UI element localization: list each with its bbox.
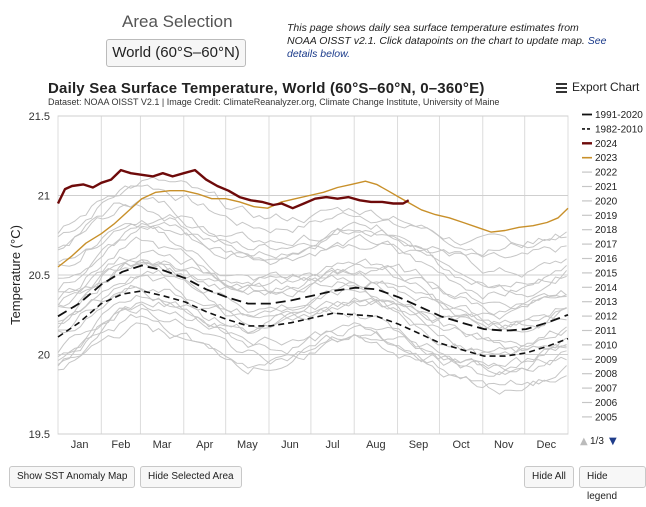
past-year-line <box>57 214 567 289</box>
series-1991-2020-line <box>57 264 569 332</box>
legend-item-2015: 2015 <box>595 268 618 279</box>
legend-item-2007: 2007 <box>595 384 618 395</box>
past-year-line <box>57 225 567 309</box>
x-tick-label: Feb <box>111 439 130 451</box>
area-select-dropdown[interactable]: World (60°S–60°N) <box>106 39 246 67</box>
legend-item-2021: 2021 <box>595 182 618 193</box>
past-year-line <box>57 294 567 370</box>
legend-item-2018: 2018 <box>595 225 618 236</box>
legend-item-2010: 2010 <box>595 340 618 351</box>
chart-title: Daily Sea Surface Temperature, World (60… <box>48 80 485 97</box>
series-2024-line <box>56 168 410 210</box>
x-tick-label: Aug <box>366 439 386 451</box>
x-tick-label: Oct <box>453 439 470 451</box>
x-tick-label: Mar <box>153 439 172 451</box>
x-tick-label: Jun <box>281 439 299 451</box>
x-tick-label: Dec <box>537 439 557 451</box>
y-tick-label: 20.5 <box>29 270 50 282</box>
past-year-line <box>57 176 567 257</box>
x-tick-label: Sep <box>409 439 429 451</box>
export-chart-label: Export Chart <box>572 80 640 94</box>
y-tick-label: 21.5 <box>29 111 50 123</box>
y-tick-label: 21 <box>38 191 50 203</box>
legend-item-2012: 2012 <box>595 312 618 323</box>
legend-item-2022: 2022 <box>595 168 618 179</box>
past-year-line <box>57 322 567 395</box>
x-tick-label: Nov <box>494 439 514 451</box>
y-axis-label: Temperature (°C) <box>8 225 23 325</box>
legend-item-2023: 2023 <box>595 153 618 164</box>
past-year-line <box>57 313 567 389</box>
export-chart-button[interactable]: Export Chart <box>556 80 639 95</box>
sst-line-chart[interactable]: 19.5 20 20.5 21 21.5 Jan Feb Mar Apr May Jun Jul Aug… <box>0 0 646 460</box>
past-year-line <box>57 222 567 300</box>
intro-description: This page shows daily sea surface temper… <box>287 22 585 47</box>
chart-subtitle: Dataset: NOAA OISST V2.1 | Image Credit:… <box>48 97 500 107</box>
past-year-line <box>57 259 567 326</box>
past-year-line <box>58 236 567 316</box>
x-tick-label: Apr <box>196 439 213 451</box>
legend-prev-icon: ▲ <box>580 436 588 447</box>
past-year-line <box>57 221 567 298</box>
past-year-line <box>57 286 567 356</box>
legend-item-2014: 2014 <box>595 283 618 294</box>
legend-item-2017: 2017 <box>595 240 618 251</box>
x-tick-label: May <box>237 439 258 451</box>
x-tick-label: Jul <box>326 439 340 451</box>
past-year-line <box>57 269 567 348</box>
legend-item-2016: 2016 <box>595 254 618 265</box>
hide-selected-area-button[interactable]: Hide Selected Area <box>140 466 242 488</box>
past-year-line <box>57 282 567 356</box>
legend-item-2006: 2006 <box>595 398 618 409</box>
legend-item-2008: 2008 <box>595 369 618 380</box>
past-year-line <box>57 184 567 249</box>
area-selection-title: Area Selection <box>122 12 233 31</box>
series-2023-line <box>57 180 569 268</box>
legend-item-2020: 2020 <box>595 196 618 207</box>
hide-all-button[interactable]: Hide All <box>524 466 574 488</box>
legend-item-2011: 2011 <box>595 326 617 337</box>
legend-item-2005: 2005 <box>595 412 618 423</box>
intro-text: This page shows daily sea surface temper… <box>287 22 607 61</box>
legend-item-2013: 2013 <box>595 297 618 308</box>
menu-icon <box>556 81 567 95</box>
legend-next-icon: ▼ <box>609 436 617 447</box>
past-year-line <box>58 261 567 333</box>
y-tick-label: 19.5 <box>29 429 50 441</box>
past-year-line <box>57 301 567 371</box>
hide-legend-button[interactable]: Hide legend <box>579 466 646 502</box>
see-details-link[interactable]: See details below. <box>287 35 607 60</box>
past-year-line <box>57 256 567 330</box>
past-year-line <box>57 307 567 377</box>
y-tick-label: 20 <box>38 350 50 362</box>
show-anomaly-map-button[interactable]: Show SST Anomaly Map <box>9 466 136 488</box>
series-1982-2010-line <box>57 290 569 357</box>
legend-item-1991-2020: 1991-2020 <box>595 110 643 121</box>
legend-item-2009: 2009 <box>595 355 618 366</box>
past-year-line <box>58 274 567 352</box>
past-year-line <box>57 303 567 376</box>
x-tick-label: Jan <box>71 439 89 451</box>
legend-item-2019: 2019 <box>595 211 618 222</box>
past-year-line <box>57 249 567 320</box>
legend-item-2024: 2024 <box>595 139 618 150</box>
legend-item-1982-2010: 1982-2010 <box>595 124 643 135</box>
legend-page-label: 1/3 <box>590 436 604 447</box>
